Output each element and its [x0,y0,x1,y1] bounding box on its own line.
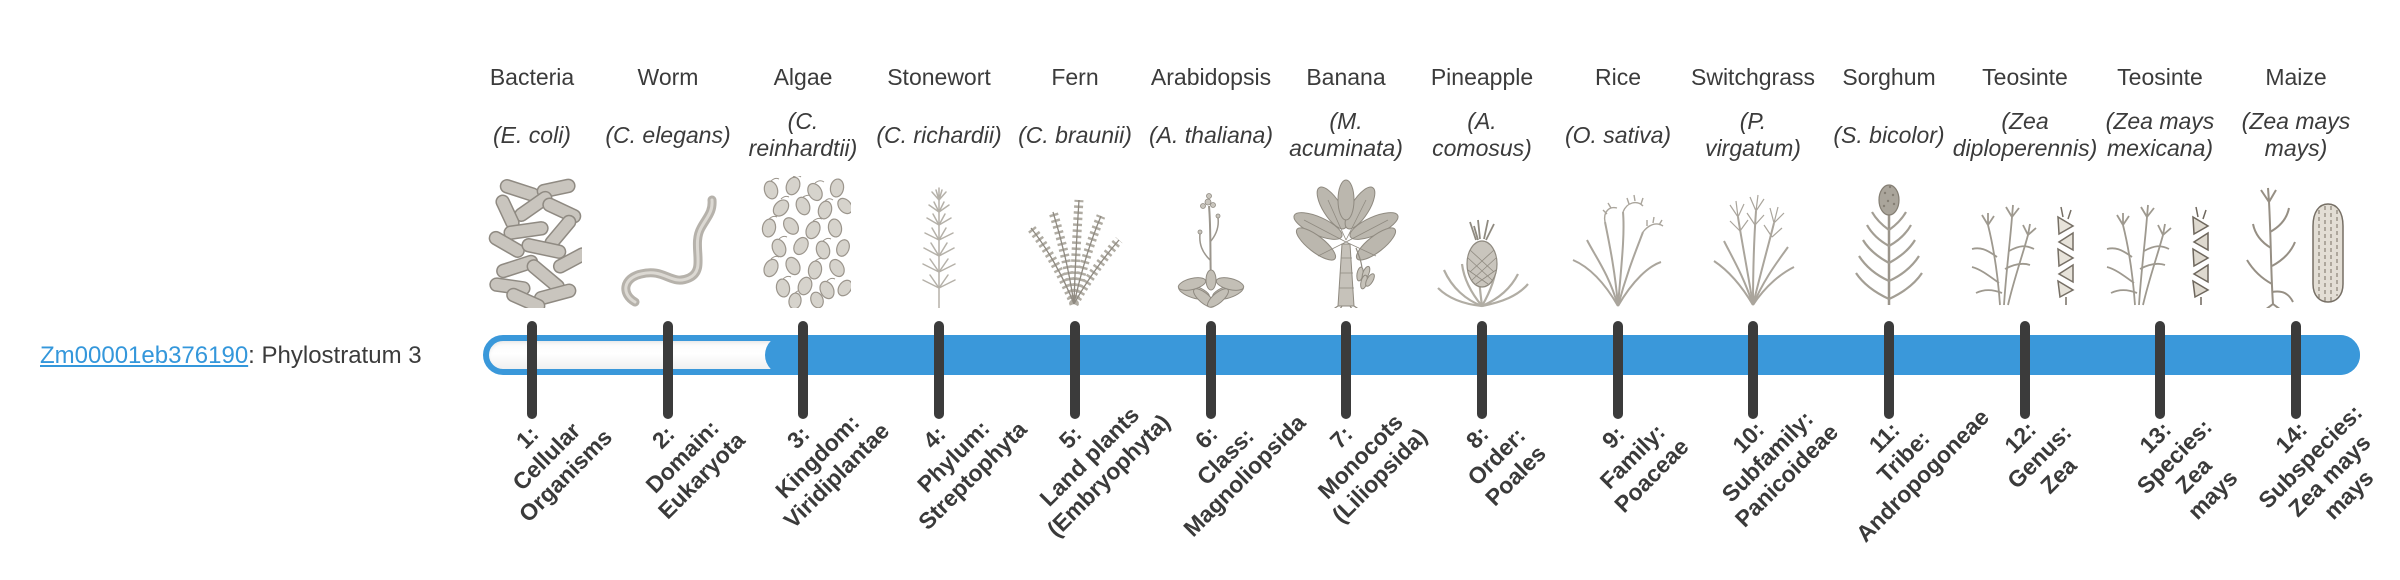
tick-stratum-14 [2291,321,2301,419]
organism-species: (P. virgatum) [1705,108,1801,161]
organism-species: (Zea mays mays) [2241,108,2351,161]
stratum-label-9: 9: Family: Poaceae [1594,418,1694,518]
tick-stratum-6 [1206,321,1216,419]
tick-stratum-13 [2155,321,2165,419]
phylostrata-bar-fill [765,335,2360,375]
tick-stratum-3 [798,321,808,419]
organism-column-rice: Rice (O. sativa) [1530,62,1706,174]
organism-column-stonewort: Stonewort (C. richardii) [851,62,1027,174]
organism-column-bacteria: Bacteria (E. coli) [444,62,620,174]
stratum-label-8: 8: Order: Poales [1460,420,1551,511]
organism-name: Algae [773,64,833,90]
stratum-label-14: 14: Subspecies: Zea mays mays [2253,399,2379,525]
stratum-label-10: 10: Subfamily: Panicoideae [1716,405,1844,533]
organism-name: Switchgrass [1691,64,1815,90]
switchgrass-icon [1683,170,1823,308]
organism-name: Teosinte [1982,64,2068,90]
organism-column-sorghum: Sorghum (S. bicolor) [1801,62,1977,174]
stratum-label-6: 6: Class: Magnoliopsida [1178,409,1311,542]
banana-icon [1276,170,1416,308]
arabidopsis-icon [1141,170,1281,308]
pineapple-icon [1412,170,1552,308]
organism-column-maize: Maize (Zea mays mays) [2208,62,2384,174]
stratum-label-11: 11: Tribe: Andropogoneae [1850,403,1994,547]
organism-name: Maize [2265,64,2327,90]
fern-icon [1005,170,1145,308]
organism-name: Teosinte [2117,64,2203,90]
organism-name: Banana [1306,64,1386,90]
sorghum-icon [1819,170,1959,308]
tick-stratum-5 [1070,321,1080,419]
organism-species: (O. sativa) [1564,121,1672,148]
organism-column-algae: Algae (C. reinhardtii) [715,62,891,174]
tick-stratum-2 [663,321,673,419]
organism-name: Rice [1594,64,1641,90]
organism-species: (C. reinhardtii) [748,108,858,161]
organism-column-teosinte-diploperennis: Teosinte (Zea diploperennis) [1937,62,2113,174]
tick-stratum-7 [1341,321,1351,419]
organism-species: (C. richardii) [876,121,1002,148]
organism-species: (M. acuminata) [1289,108,1403,161]
tick-stratum-4 [934,321,944,419]
stratum-label-1: 1: Cellular Organisms [507,417,618,528]
algae-icon [733,170,873,308]
organism-species: (Zea mays mexicana) [2105,108,2215,161]
tick-stratum-1 [527,321,537,419]
organism-column-worm: Worm (C. elegans) [580,62,756,174]
rice-icon [1548,170,1688,308]
organism-column-banana: Banana (M. acuminata) [1258,62,1434,174]
tick-stratum-11 [1884,321,1894,419]
gene-phylostratum-text: : Phylostratum 3 [248,342,422,369]
organism-column-switchgrass: Switchgrass (P. virgatum) [1665,62,1841,174]
organism-name: Pineapple [1430,64,1534,90]
stratum-label-4: 4: Phylum: Streptophyta [912,415,1032,535]
worm-icon [598,170,738,308]
organism-column-pineapple: Pineapple (A. comosus) [1394,62,1570,174]
organism-species: (S. bicolor) [1833,121,1945,148]
organism-name: Bacteria [489,64,575,90]
stratum-label-3: 3: Kingdom: Viridiplantae [770,409,895,534]
teosinte-diploperennis-icon [1955,170,2095,308]
stratum-label-13: 13: Species: Zea mays [2131,413,2243,525]
stratum-label-5: 5: Land plants (Embryophyta) [1034,401,1175,542]
organism-column-teosinte-mexicana: Teosinte (Zea mays mexicana) [2072,62,2248,174]
organism-species: (A. comosus) [1432,108,1532,161]
organism-name: Worm [637,64,699,90]
stratum-label-2: 2: Domain: Eukaryota [640,414,750,524]
organism-species: (Zea diploperennis) [1952,108,2098,161]
organism-column-arabidopsis: Arabidopsis (A. thaliana) [1123,62,1299,174]
maize-icon [2226,170,2366,308]
teosinte-mexicana-icon [2090,170,2230,308]
organism-species: (A. thaliana) [1148,121,1273,148]
organism-name: Stonewort [887,64,991,90]
organism-species: (C. elegans) [605,121,731,148]
stratum-label-7: 7: Monocots (Liliopsida) [1312,408,1432,528]
gene-id-link[interactable]: Zm00001eb376190 [40,342,249,369]
tick-stratum-9 [1613,321,1623,419]
gene-label: Zm00001eb376190: Phylostratum 3 [40,342,422,370]
organism-name: Fern [1051,64,1099,90]
tick-stratum-10 [1748,321,1758,419]
tick-stratum-8 [1477,321,1487,419]
stratum-label-12: 12: Genus: Zea [1999,416,2082,499]
organism-column-fern: Fern (C. braunii) [987,62,1163,174]
stonewort-icon [869,170,1009,308]
organism-name: Arabidopsis [1150,64,1272,90]
tick-stratum-12 [2020,321,2030,419]
organism-name: Sorghum [1842,64,1936,90]
organism-species: (E. coli) [493,121,571,148]
bacteria-icon [462,170,602,308]
organism-species: (C. braunii) [1018,121,1132,148]
